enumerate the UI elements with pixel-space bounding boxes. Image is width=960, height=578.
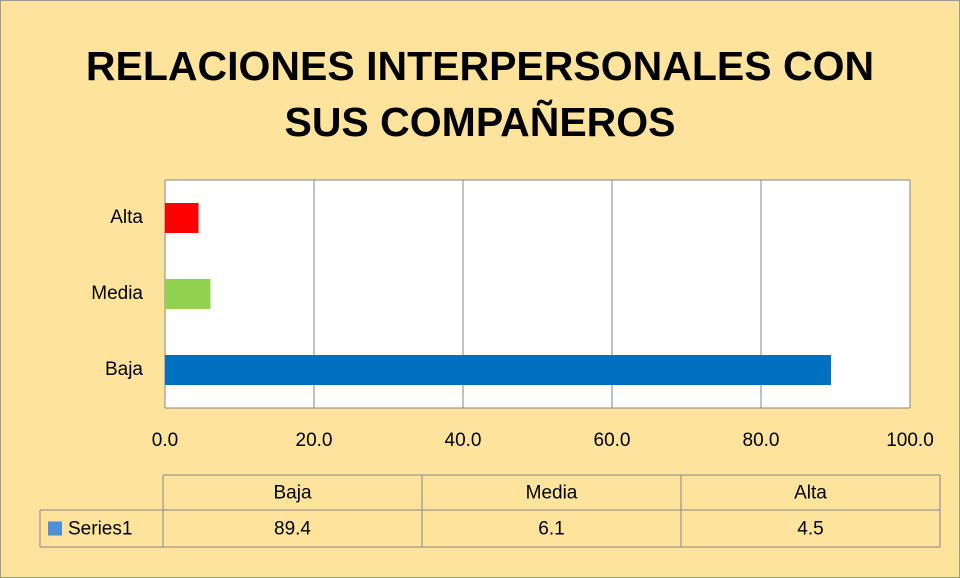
x-tick-label: 100.0 bbox=[886, 430, 934, 451]
legend-label: Series1 bbox=[68, 519, 132, 540]
x-tick-label: 80.0 bbox=[743, 430, 780, 451]
bar bbox=[165, 203, 199, 233]
x-tick-label: 0.0 bbox=[152, 430, 178, 451]
table-header: Baja bbox=[273, 483, 311, 504]
chart-title: RELACIONES INTERPERSONALES CON SUS COMPA… bbox=[85, 43, 875, 145]
table-header: Media bbox=[526, 483, 578, 504]
bar bbox=[165, 279, 211, 309]
bar bbox=[165, 355, 832, 385]
x-tick-label: 40.0 bbox=[445, 430, 482, 451]
y-tick-label: Media bbox=[91, 283, 143, 304]
legend-key bbox=[48, 521, 62, 536]
y-tick-label: Alta bbox=[110, 207, 143, 228]
table-value: 4.5 bbox=[797, 519, 823, 540]
table-value: 6.1 bbox=[538, 519, 564, 540]
x-tick-label: 60.0 bbox=[594, 430, 631, 451]
y-tick-label: Baja bbox=[105, 359, 143, 380]
x-tick-label: 20.0 bbox=[296, 430, 333, 451]
table-value: 89.4 bbox=[274, 519, 311, 540]
table-header: Alta bbox=[794, 483, 827, 504]
